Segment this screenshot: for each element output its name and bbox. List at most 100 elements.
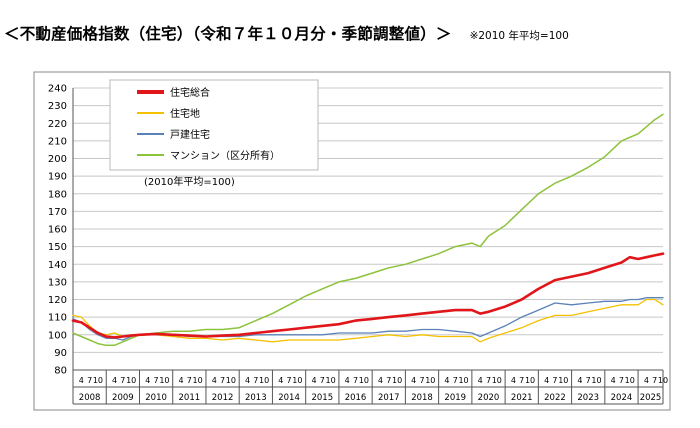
- x-month-tick-label: 7: [419, 376, 424, 385]
- x-year-label: 2015: [311, 393, 333, 403]
- x-month-tick-label: 7: [353, 376, 358, 385]
- x-month-tick-label: 7: [320, 376, 325, 385]
- series-line-condominium: [72, 113, 664, 347]
- x-month-tick-label: 10: [259, 376, 269, 385]
- x-month-tick-label: 7: [652, 376, 657, 385]
- x-month-tick-label: 7: [552, 376, 557, 385]
- x-month-tick-label: 4: [444, 376, 449, 385]
- x-year-label: 2020: [478, 393, 500, 403]
- x-month-tick-label: 7: [619, 376, 624, 385]
- x-month-tick-label: 10: [392, 376, 402, 385]
- x-month-tick-label: 7: [187, 376, 192, 385]
- x-month-tick-label: 10: [126, 376, 136, 385]
- x-month-tick-label: 4: [544, 376, 549, 385]
- x-month-tick-label: 7: [519, 376, 524, 385]
- series-layer: [71, 113, 665, 347]
- x-year-label: 2024: [611, 393, 633, 403]
- x-month-tick-label: 4: [112, 376, 117, 385]
- y-tick-label: 110: [48, 313, 67, 324]
- x-year-label: 2025: [640, 393, 662, 403]
- legend-label: 戸建住宅: [170, 128, 210, 141]
- base-period-annotation: (2010年平均=100): [144, 175, 235, 188]
- y-tick-label: 220: [48, 119, 67, 130]
- x-year-label: 2018: [411, 393, 433, 403]
- x-month-tick-label: 7: [586, 376, 591, 385]
- y-tick-label: 130: [48, 277, 67, 288]
- x-month-tick-label: 4: [511, 376, 516, 385]
- y-tick-label: 80: [54, 366, 67, 377]
- x-month-tick-label: 10: [359, 376, 369, 385]
- x-month-tick-label: 10: [93, 376, 103, 385]
- x-year-label: 2008: [79, 393, 101, 403]
- x-month-tick-label: 10: [292, 376, 302, 385]
- x-month-tick-label: 4: [611, 376, 616, 385]
- y-tick-label: 170: [48, 207, 67, 218]
- y-tick-label: 190: [48, 172, 67, 183]
- x-year-label: 2009: [112, 393, 134, 403]
- x-year-label: 2019: [444, 393, 466, 403]
- x-month-tick-label: 7: [220, 376, 225, 385]
- x-year-label: 2012: [212, 393, 234, 403]
- x-month-tick-label: 10: [625, 376, 635, 385]
- y-tick-label: 90: [54, 348, 67, 359]
- x-month-tick-label: 10: [193, 376, 203, 385]
- x-month-tick-label: 4: [145, 376, 150, 385]
- x-month-tick-label: 4: [411, 376, 416, 385]
- legend-label: 住宅地: [170, 107, 200, 120]
- y-tick-label: 210: [48, 136, 67, 147]
- x-month-tick-label: 10: [525, 376, 535, 385]
- x-month-tick-label: 4: [79, 376, 84, 385]
- y-tick-label: 150: [48, 242, 67, 253]
- x-month-tick-label: 10: [425, 376, 435, 385]
- y-tick-label: 240: [48, 84, 67, 95]
- x-month-tick-label: 7: [253, 376, 258, 385]
- x-month-tick-label: 7: [486, 376, 491, 385]
- x-year-label: 2013: [245, 393, 267, 403]
- x-year-label: 2016: [345, 393, 367, 403]
- x-month-tick-label: 4: [378, 376, 383, 385]
- x-month-tick-label: 7: [154, 376, 159, 385]
- x-year-label: 2010: [145, 393, 167, 403]
- axis-layer: 80 90 100 110 120 130 140 150 160 170 180 190 200 210…: [48, 84, 668, 405]
- x-month-tick-label: 4: [212, 376, 217, 385]
- page-title: ＜不動産価格指数（住宅）（令和７年１０月分・季節調整値）＞: [4, 25, 452, 43]
- x-month-tick-label: 10: [558, 376, 568, 385]
- x-year-label: 2023: [577, 393, 599, 403]
- y-tick-label: 160: [48, 225, 67, 236]
- x-year-label: 2014: [278, 393, 300, 403]
- x-month-tick-label: 10: [591, 376, 601, 385]
- y-tick-label: 200: [48, 154, 67, 165]
- x-month-tick-label: 7: [120, 376, 125, 385]
- x-month-tick-label: 10: [492, 376, 502, 385]
- base-year-note: ※2010 年平均=100: [469, 30, 569, 42]
- y-tick-label: 180: [48, 189, 67, 200]
- y-tick-label: 100: [48, 330, 67, 341]
- x-month-tick-label: 4: [644, 376, 649, 385]
- y-tick-label: 230: [48, 101, 67, 112]
- x-month-tick-label: 7: [386, 376, 391, 385]
- x-year-label: 2022: [544, 393, 566, 403]
- x-month-tick-label: 7: [87, 376, 92, 385]
- series-line-residential-total: [71, 252, 665, 339]
- x-month-tick-label: 7: [287, 376, 292, 385]
- x-year-label: 2021: [511, 393, 533, 403]
- x-year-label: 2017: [378, 393, 400, 403]
- x-month-tick-label: 4: [178, 376, 183, 385]
- y-tick-label: 120: [48, 295, 67, 306]
- y-tick-label: 140: [48, 260, 67, 271]
- legend-label: マンション（区分所有）: [170, 149, 280, 162]
- x-month-tick-label: 4: [577, 376, 582, 385]
- x-year-label: 2011: [179, 393, 201, 403]
- x-month-tick-label: 4: [245, 376, 250, 385]
- x-month-tick-label: 10: [458, 376, 468, 385]
- x-month-tick-label: 4: [311, 376, 316, 385]
- legend-label: 住宅総合: [170, 86, 210, 99]
- x-month-tick-label: 4: [478, 376, 483, 385]
- x-month-tick-label: 4: [345, 376, 350, 385]
- x-month-tick-label: 4: [278, 376, 283, 385]
- x-month-tick-label: 10: [159, 376, 169, 385]
- chart-heading: ＜不動産価格指数（住宅）（令和７年１０月分・季節調整値）＞ ※2010 年平均=…: [4, 22, 569, 46]
- x-month-tick-label: 10: [226, 376, 236, 385]
